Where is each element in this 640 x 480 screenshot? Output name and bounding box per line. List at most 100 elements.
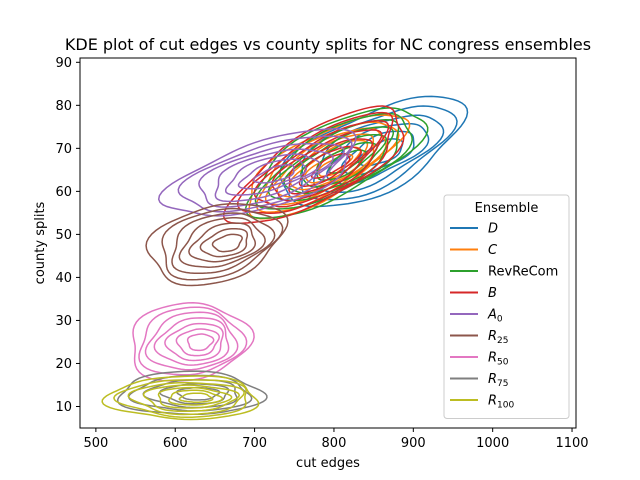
legend-box <box>443 194 570 419</box>
contour-line <box>288 138 374 195</box>
contour-line <box>138 306 248 376</box>
y-tick-label: 40 <box>55 271 72 286</box>
contour-line <box>175 386 221 401</box>
y-tick-label: 30 <box>55 314 72 329</box>
contour-line <box>316 141 378 181</box>
contour-line <box>264 127 387 206</box>
legend-entry: R50 <box>450 351 509 368</box>
x-tick-label: 1100 <box>555 436 588 451</box>
legend-label-subscript: 100 <box>497 401 514 411</box>
y-tick-label: 10 <box>55 400 72 415</box>
legend-entry: R75 <box>450 372 509 389</box>
legend-label: C <box>488 243 498 258</box>
legend-label-name: C <box>488 243 498 258</box>
series-r25-contours <box>145 203 289 287</box>
contour-line <box>142 384 240 413</box>
contour-layer <box>101 95 469 421</box>
legend-label-subscript: 0 <box>497 315 503 325</box>
x-tick-label: 800 <box>322 436 347 451</box>
series-r100-contours <box>101 375 260 421</box>
x-tick-label: 900 <box>401 436 426 451</box>
contour-line <box>271 129 383 202</box>
contour-line <box>211 233 243 253</box>
contour-line <box>168 389 224 406</box>
contour-line <box>186 333 215 352</box>
contour-line <box>127 381 245 416</box>
series-a0-contours <box>157 128 357 217</box>
contour-line <box>328 149 368 174</box>
contour-line <box>161 207 284 281</box>
y-axis: 10 20 30 40 50 60 70 80 90 <box>55 56 80 415</box>
contour-line <box>252 164 295 184</box>
contour-line <box>188 222 257 263</box>
contour-line <box>113 379 247 419</box>
y-tick-label: 60 <box>55 185 72 200</box>
legend-label: R75 <box>488 372 509 389</box>
legend-label-subscript: 25 <box>497 336 508 346</box>
legend-label: D <box>488 222 498 237</box>
contour-line <box>198 142 345 208</box>
contour-line <box>325 123 430 185</box>
contour-line <box>153 317 230 366</box>
y-tick-label: 90 <box>55 56 72 71</box>
legend-label-name: R <box>488 394 497 409</box>
legend-label-name: R <box>488 329 497 344</box>
legend-label-subscript: 75 <box>497 379 508 389</box>
contour-line <box>157 128 357 217</box>
contour-line <box>178 217 266 268</box>
legend-entry: A0 <box>450 308 503 325</box>
legend-label-name: R <box>488 351 497 366</box>
contour-line <box>101 375 260 421</box>
y-axis-label: county splits <box>33 201 48 284</box>
contour-line <box>145 203 289 287</box>
contour-line <box>157 386 233 409</box>
legend-title: Ensemble <box>475 201 539 216</box>
legend-label-name: A <box>487 308 497 323</box>
contour-line <box>237 158 307 190</box>
legend-label: R25 <box>488 329 509 346</box>
contour-line <box>199 227 249 258</box>
contour-line <box>164 322 224 362</box>
contour-line <box>224 153 321 196</box>
legend-label-subscript: 50 <box>497 358 509 368</box>
legend-entry: D <box>450 222 498 237</box>
legend-label-name: B <box>488 286 497 301</box>
contour-line <box>214 148 334 203</box>
legend-entry: B <box>450 286 497 301</box>
x-tick-label: 700 <box>242 436 267 451</box>
contour-line <box>171 212 276 275</box>
y-tick-label: 70 <box>55 142 72 157</box>
chart-title: KDE plot of cut edges vs county splits f… <box>65 35 591 54</box>
x-tick-label: 500 <box>83 436 108 451</box>
legend-label-name: D <box>488 222 498 237</box>
legend-label: A0 <box>487 308 503 325</box>
legend-entry: RevReCom <box>450 265 558 280</box>
x-axis-label: cut edges <box>296 456 360 471</box>
legend-label: B <box>488 286 497 301</box>
y-tick-label: 50 <box>55 228 72 243</box>
legend-label-name: RevReCom <box>488 265 558 280</box>
contour-line <box>298 145 362 187</box>
contour-line <box>276 133 375 198</box>
x-tick-label: 600 <box>163 436 188 451</box>
legend-entry: C <box>450 243 498 258</box>
legend-label: R100 <box>488 394 514 411</box>
contour-line <box>117 370 268 416</box>
legend-label: RevReCom <box>488 265 558 280</box>
y-tick-label: 80 <box>55 99 72 114</box>
contour-line <box>177 135 353 213</box>
legend-entry: R100 <box>450 394 514 411</box>
legend-entry: R25 <box>450 329 509 346</box>
contour-line <box>178 392 214 404</box>
x-tick-label: 1000 <box>476 436 509 451</box>
contour-line <box>175 328 220 357</box>
y-tick-label: 20 <box>55 357 72 372</box>
x-axis: 500 600 700 800 900 1000 1100 <box>83 428 589 451</box>
legend-label: R50 <box>488 351 509 368</box>
plot-frame <box>79 57 577 429</box>
contour-line <box>144 311 239 371</box>
legend-label-name: R <box>488 372 497 387</box>
